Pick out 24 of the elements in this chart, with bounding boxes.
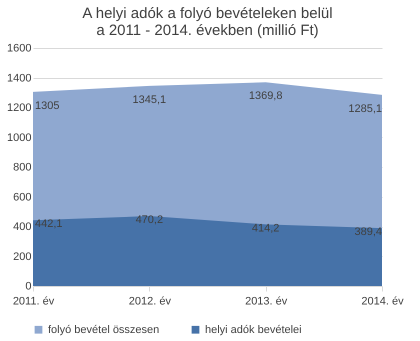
data-label: 1345,1: [132, 94, 166, 106]
data-label: 470,2: [136, 214, 164, 226]
data-label: 389,4: [354, 226, 382, 238]
y-tick-label: 1600: [7, 42, 32, 54]
data-label: 1285,1: [348, 102, 382, 115]
data-label: 414,2: [252, 222, 280, 234]
y-tick-label: 600: [13, 191, 32, 204]
chart-title: A helyi adók a folyó bevételeken belül a 2011 - 2014. években (millió Ft): [82, 5, 333, 39]
x-tick-label: 2011. év: [12, 296, 55, 308]
x-tick-label: 2013. év: [245, 296, 288, 308]
y-tick-label: 400: [13, 221, 32, 233]
x-tick-label: 2014. év: [361, 296, 404, 308]
y-tick-label: 1400: [7, 72, 32, 84]
legend-label: folyó bevétel összesen: [48, 324, 160, 336]
x-tick-label: 2012. év: [128, 296, 172, 308]
y-tick-label: 800: [13, 162, 32, 174]
data-label: 1369,8: [248, 90, 282, 102]
data-label: 1305: [35, 100, 60, 112]
y-tick-label: 0: [25, 280, 32, 292]
legend-label: helyi adók bevételei: [205, 324, 302, 336]
y-tick-label: 1200: [7, 102, 32, 114]
y-tick-label: 1000: [7, 132, 32, 144]
data-label: 442,1: [35, 218, 63, 230]
y-tick-label: 200: [13, 250, 32, 263]
